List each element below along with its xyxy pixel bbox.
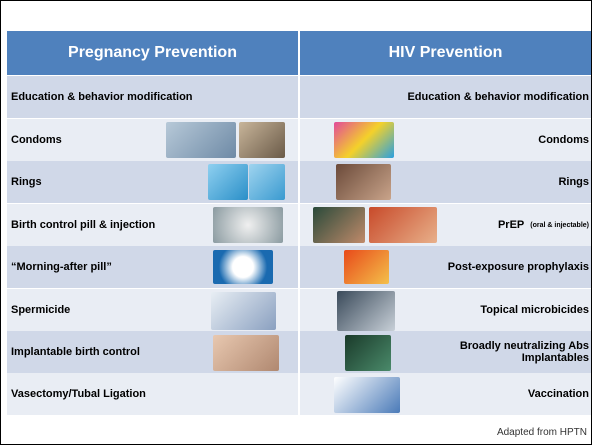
cell-text: PrEP [497, 219, 525, 231]
photo [239, 122, 285, 158]
photo [249, 164, 285, 200]
cell-text: Vaccination [527, 388, 589, 400]
cell-text: Rings [558, 176, 589, 188]
cell-text: Vasectomy/Tubal Ligation [11, 388, 146, 400]
table-cell: Education & behavior modification [7, 76, 298, 118]
cell-text: Education & behavior modification [407, 91, 589, 103]
photo [211, 292, 276, 330]
photo [313, 207, 365, 243]
column-header: Pregnancy Prevention [7, 31, 298, 75]
source-note: Adapted from HPTN [496, 427, 587, 438]
photo [213, 335, 279, 371]
photo [213, 207, 283, 243]
table-cell: Education & behavior modification [300, 76, 591, 118]
cell-text: “Morning-after pill” [11, 261, 112, 273]
photo [337, 291, 395, 331]
column-header: HIV Prevention [300, 31, 591, 75]
photo [208, 164, 248, 200]
cell-text: Spermicide [11, 304, 71, 316]
cell-lines: Broadly neutralizing Abs Implantables [460, 340, 589, 364]
cell-text: Topical microbicides [480, 304, 589, 316]
cell-text: Birth control pill & injection [11, 219, 156, 231]
photo [345, 335, 391, 371]
cell-text: Implantables [521, 352, 589, 364]
photo [369, 207, 437, 243]
cell-text: (oral & injectable) [530, 221, 589, 229]
cell-text: Education & behavior modification [11, 91, 193, 103]
photo [344, 250, 389, 284]
cell-text: Implantable birth control [11, 346, 140, 358]
photo [213, 250, 273, 284]
photo [166, 122, 236, 158]
photo [334, 377, 400, 413]
photo [334, 122, 394, 158]
cell-text: Condoms [11, 134, 62, 146]
cell-text: Post-exposure prophylaxis [447, 261, 589, 273]
cell-text: Condoms [538, 134, 589, 146]
table-cell: Vasectomy/Tubal Ligation [7, 373, 298, 415]
cell-text: Rings [11, 176, 42, 188]
cell-text: Broadly neutralizing Abs [459, 340, 589, 352]
table-cell: Broadly neutralizing Abs Implantables [300, 331, 591, 373]
photo [336, 164, 391, 200]
